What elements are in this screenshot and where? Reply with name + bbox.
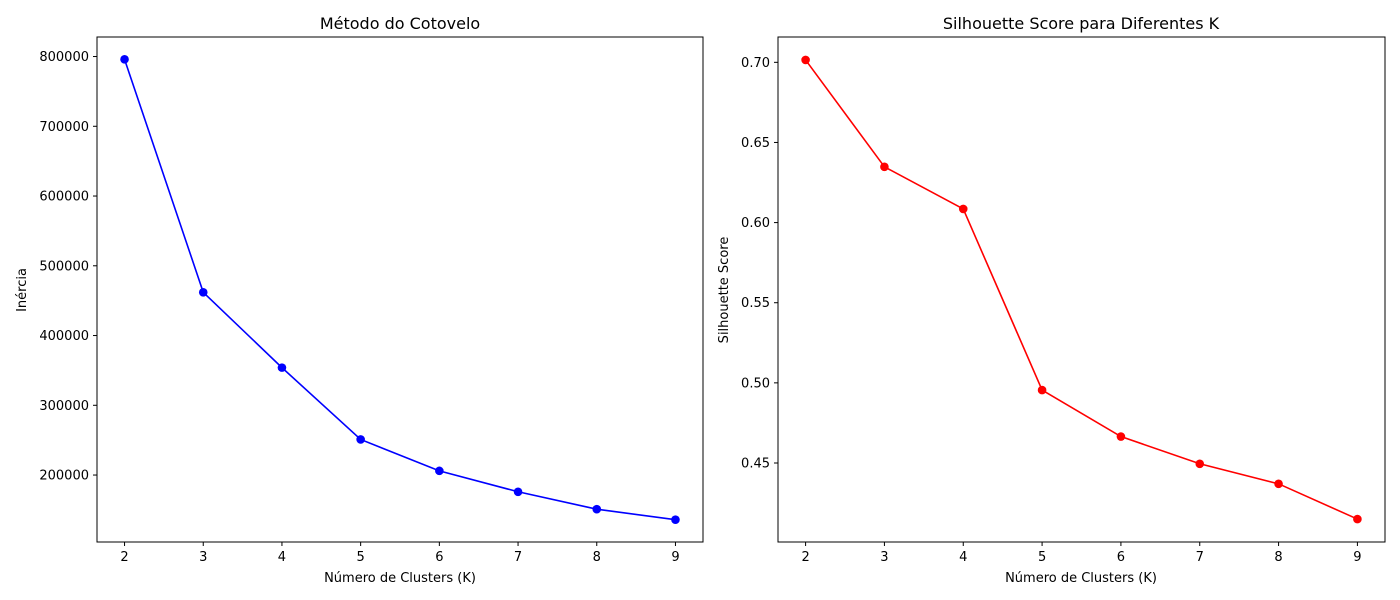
x-tick-label: 4 xyxy=(278,550,286,565)
y-tick-label: 600000 xyxy=(39,190,89,205)
ticks-group: 2 3 4 5 6 7 8 9 200000 300000 400000 500000 600000 70… xyxy=(39,50,679,565)
data-point xyxy=(356,435,365,444)
elbow-chart: Método do Cotovelo Número de Clusters (K… xyxy=(15,14,704,586)
data-point xyxy=(880,162,889,172)
x-tick-label: 2 xyxy=(801,550,809,565)
plot-area xyxy=(120,55,680,524)
ticks-group: 2 3 4 5 6 7 8 9 0.45 0.50 0.55 0.60 0.65 0.70 xyxy=(741,56,1362,565)
x-tick-label: 9 xyxy=(1353,550,1361,565)
x-tick-label: 6 xyxy=(1117,550,1125,565)
x-tick-label: 8 xyxy=(593,550,601,565)
x-tick-label: 2 xyxy=(120,550,128,565)
x-axis-label: Número de Clusters (K) xyxy=(324,571,476,586)
data-point xyxy=(1195,459,1205,469)
axes-frame xyxy=(96,36,704,543)
chart-title: Silhouette Score para Diferentes K xyxy=(943,14,1220,33)
y-tick-label: 800000 xyxy=(39,50,89,65)
data-point xyxy=(592,504,602,514)
x-tick-label: 8 xyxy=(1274,550,1282,565)
y-tick-label: 0.45 xyxy=(741,456,770,471)
data-point xyxy=(435,466,444,476)
y-tick-label: 300000 xyxy=(39,399,89,414)
x-tick-label: 7 xyxy=(1196,550,1204,565)
y-tick-label: 0.70 xyxy=(741,56,770,71)
data-point xyxy=(1037,385,1047,395)
x-tick-label: 9 xyxy=(671,550,679,565)
x-tick-label: 5 xyxy=(1038,550,1046,565)
data-point xyxy=(1353,514,1362,524)
y-axis-label: Inércia xyxy=(15,268,30,312)
axes-frame xyxy=(777,36,1386,543)
x-tick-label: 7 xyxy=(514,550,522,565)
y-tick-label: 0.50 xyxy=(741,376,770,391)
data-point xyxy=(1116,432,1126,441)
y-tick-label: 0.60 xyxy=(741,216,770,231)
y-tick-label: 500000 xyxy=(39,259,89,274)
x-axis-label: Número de Clusters (K) xyxy=(1005,571,1157,586)
y-tick-label: 700000 xyxy=(39,120,89,135)
data-point xyxy=(277,363,287,372)
data-point xyxy=(801,55,810,65)
y-tick-label: 0.55 xyxy=(741,296,770,311)
data-point xyxy=(120,55,129,64)
x-tick-label: 3 xyxy=(199,550,207,565)
x-tick-label: 4 xyxy=(959,550,967,565)
data-point xyxy=(671,515,680,524)
x-tick-label: 3 xyxy=(880,550,888,565)
x-tick-label: 5 xyxy=(357,550,365,565)
plot-area xyxy=(801,55,1362,524)
y-tick-label: 400000 xyxy=(39,329,89,344)
data-point xyxy=(1274,479,1283,489)
y-tick-label: 0.65 xyxy=(741,136,770,151)
x-tick-label: 6 xyxy=(435,550,443,565)
silhouette-chart: Silhouette Score para Diferentes K Númer… xyxy=(717,14,1386,586)
y-axis-label: Silhouette Score xyxy=(717,237,732,344)
y-tick-label: 200000 xyxy=(39,469,89,484)
data-point xyxy=(958,204,968,214)
series-line xyxy=(804,59,1358,520)
series-line xyxy=(123,59,676,521)
data-point xyxy=(198,287,208,297)
chart-title: Método do Cotovelo xyxy=(320,14,480,33)
data-point xyxy=(513,487,523,497)
